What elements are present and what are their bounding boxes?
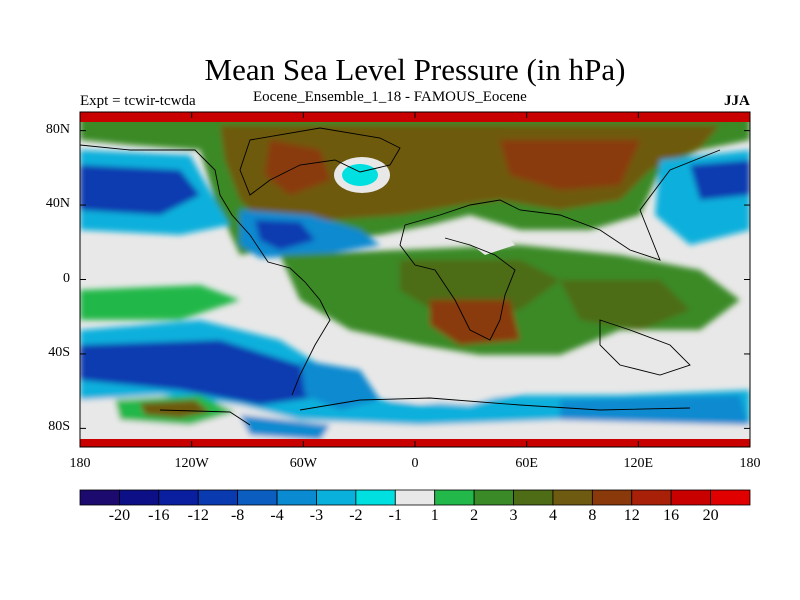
coastlines: [80, 127, 721, 426]
lat-tick-label: 80S: [48, 419, 70, 435]
colorbar-label: -16: [148, 507, 170, 524]
colorbar-label: -12: [187, 507, 209, 524]
colorbar-label: 8: [588, 507, 597, 524]
colorbar-swatch: [513, 489, 554, 506]
colorbar-label: -4: [270, 507, 284, 524]
colorbar-swatch: [119, 489, 160, 506]
colorbar-swatch: [79, 489, 120, 506]
colorbar-swatch: [316, 489, 357, 506]
lat-tick-label: 40S: [48, 344, 70, 360]
colorbar-swatch: [670, 489, 711, 506]
colorbar-swatch: [710, 489, 751, 506]
colorbar-label: 20: [702, 507, 719, 524]
colorbar-swatch: [237, 489, 278, 506]
colorbar-swatch: [631, 489, 672, 506]
chart-subtitle: Eocene_Ensemble_1_18 - FAMOUS_Eocene: [253, 89, 527, 105]
lat-tick-label: 40N: [45, 196, 70, 212]
colorbar-label: -2: [349, 507, 363, 524]
season-label: JJA: [724, 93, 750, 109]
lat-tick-label: 0: [63, 270, 70, 286]
colorbar-swatch: [394, 489, 436, 506]
experiment-label: Expt = tcwir-tcwda: [80, 93, 196, 109]
lon-tick-label: 60W: [289, 456, 317, 471]
colorbar-label: -20: [108, 507, 131, 524]
colorbar-label: 16: [663, 507, 680, 524]
colorbar-label: 2: [470, 507, 479, 524]
lon-tick-label: 120W: [174, 456, 209, 471]
colorbar-label: -3: [309, 507, 324, 524]
colorbar-swatch: [158, 489, 199, 506]
colorbar-label: 3: [509, 507, 518, 524]
lon-tick-label: 60E: [515, 456, 538, 471]
colorbar-swatch: [473, 489, 514, 506]
colorbar: [79, 489, 751, 506]
chart-title: Mean Sea Level Pressure (in hPa): [204, 52, 626, 87]
lon-tick-label: 180: [69, 456, 91, 471]
colorbar-label: 12: [623, 507, 640, 524]
colorbar-label: 4: [548, 507, 557, 524]
colorbar-swatch: [276, 489, 317, 506]
lat-tick-label: 80N: [45, 121, 70, 137]
colorbar-swatch: [197, 489, 239, 506]
colorbar-label: 1: [430, 507, 439, 524]
lon-tick-label: 120E: [623, 456, 654, 471]
colorbar-label: -1: [388, 507, 402, 524]
colorbar-swatch: [552, 489, 593, 506]
axis-ticks: [79, 112, 751, 447]
pressure-field: [80, 112, 750, 447]
lon-tick-label: 0: [411, 456, 419, 471]
colorbar-swatch: [591, 489, 633, 506]
colorbar-swatch: [434, 489, 475, 506]
colorbar-swatch: [355, 489, 396, 506]
lon-tick-label: 180: [739, 456, 761, 471]
colorbar-label: -8: [230, 507, 245, 524]
